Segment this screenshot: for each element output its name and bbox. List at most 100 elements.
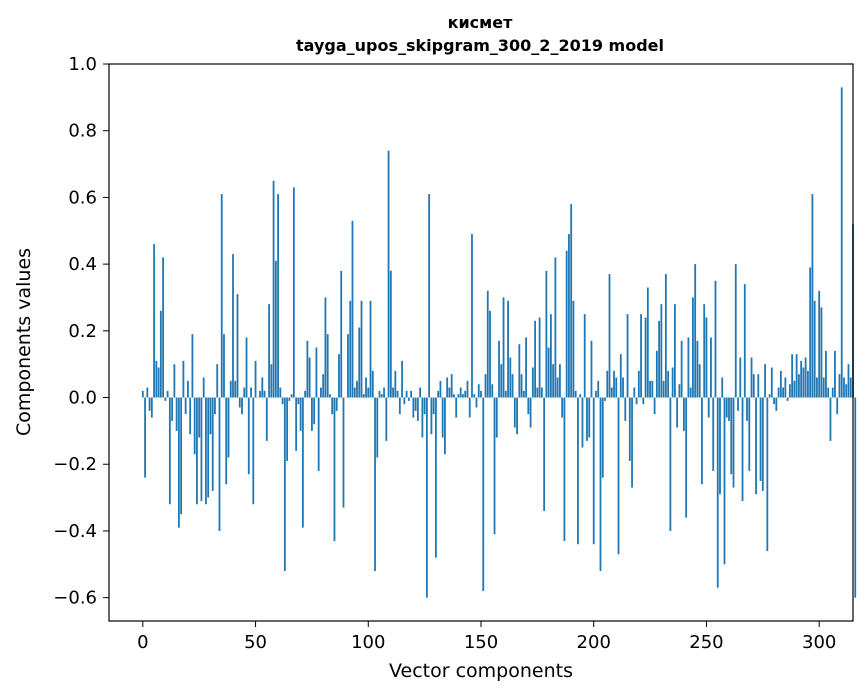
bar [592,397,595,545]
chart-title-line1: кисмет [448,13,513,32]
bar [437,390,440,398]
chart-title-line2: tayga_upos_skipgram_300_2_2019 model [296,36,664,55]
x-tick-label: 200 [577,632,611,653]
bar [678,384,681,398]
bar [371,370,374,398]
bar [358,327,361,398]
bar [498,340,500,398]
bar [554,257,557,398]
bar [459,387,462,398]
bar [407,397,410,401]
bar [784,377,787,398]
bar [849,377,852,398]
bar [162,257,165,398]
bar [191,334,194,398]
bar [435,397,437,558]
bar [473,394,476,398]
bar [245,337,248,398]
bar [734,264,737,398]
bar [329,394,331,398]
bar [416,397,419,421]
bar [712,397,715,471]
bar [847,364,850,398]
bar [624,397,627,421]
bar [351,220,354,398]
y-tick-label: 0.2 [68,321,97,342]
bar [635,397,638,405]
bar [768,394,771,398]
bar [588,397,591,438]
y-axis-label: Components values [13,248,35,436]
bar [403,397,406,405]
bar [421,397,424,438]
bar [263,390,266,398]
bar [385,397,388,441]
bar [331,397,334,415]
bar [802,367,805,398]
bar [845,384,848,398]
bar [579,394,582,398]
bar [238,397,241,408]
bar [457,394,460,398]
bar [707,397,710,418]
bar [525,337,527,398]
bar [340,270,343,398]
bar [335,397,338,411]
bar [250,387,252,398]
bar [649,380,651,398]
bar [281,397,284,405]
bar [396,390,399,398]
y-tick-label: −0.2 [53,454,97,475]
y-tick-label: 0.0 [68,388,97,409]
bar [689,387,692,398]
bar [716,397,719,588]
bar [292,187,295,398]
bar [561,397,564,418]
bar [338,354,340,398]
bar [189,397,192,435]
bar [484,374,487,398]
bar [581,397,584,448]
bar [387,150,390,398]
bar [324,297,327,398]
bar [687,337,690,398]
bar [288,397,291,401]
bar [608,274,611,398]
bar [299,397,302,431]
bar [743,284,746,398]
bar [376,397,379,458]
bar [728,397,730,421]
bar [216,364,219,398]
bar [527,397,530,415]
bar [247,397,250,475]
bar [168,397,171,505]
bar [518,344,521,398]
bar [401,360,403,398]
bar [694,264,697,398]
bar [714,280,717,398]
bar [184,397,187,415]
bar [692,297,694,398]
bar [159,310,162,398]
bar [513,397,516,428]
bar [202,377,205,398]
bar [570,204,573,398]
bar [414,397,417,411]
bar [486,290,489,398]
bar [660,304,663,398]
bar [141,390,144,398]
bar [392,387,394,398]
bar [710,337,712,398]
bar [223,334,225,398]
x-tick-label: 150 [464,632,498,653]
bar [797,374,800,398]
bar [662,380,665,398]
bar [349,300,352,398]
bar [669,397,672,531]
bar [177,397,180,528]
bar [529,397,532,428]
bar [198,397,201,438]
bar [741,397,744,501]
bar [795,354,798,398]
bar [306,340,309,398]
